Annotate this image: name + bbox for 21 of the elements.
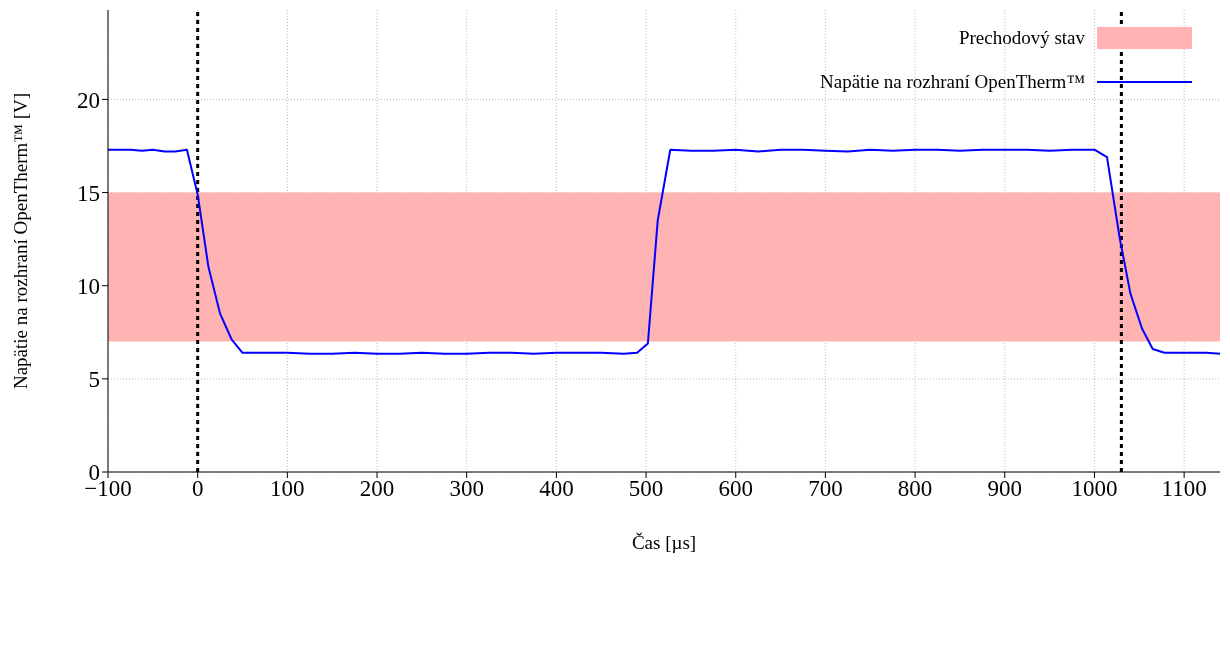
x-tick-label: 500 [628, 476, 664, 502]
x-tick-label: 0 [191, 476, 204, 502]
legend-label: Prechodový stav [958, 27, 1085, 49]
x-tick-label: 700 [808, 476, 843, 502]
x-tick-label: 600 [718, 476, 753, 502]
legend-label: Napätie na rozhraní OpenTherm™ [820, 71, 1085, 93]
x-tick-label: 800 [897, 476, 933, 502]
x-tick-label: 400 [539, 476, 574, 502]
y-tick-label: 5 [88, 367, 100, 393]
x-tick-label: 1100 [1161, 476, 1207, 502]
x-axis-title: Čas [µs] [631, 532, 697, 553]
line-series [108, 148, 1220, 355]
x-tick-label: 200 [359, 476, 395, 502]
y-tick-label: 20 [77, 87, 100, 113]
x-tick-label: 1000 [1071, 476, 1118, 502]
y-axis-title: Napätie na rozhraní OpenTherm™ [V] [9, 92, 31, 390]
y-tick-label: 15 [77, 180, 100, 206]
y-tick-label: 10 [77, 273, 100, 299]
x-tick-label: 100 [270, 476, 305, 502]
x-tick-label: 900 [987, 476, 1023, 502]
x-tick-label: 300 [449, 476, 484, 502]
